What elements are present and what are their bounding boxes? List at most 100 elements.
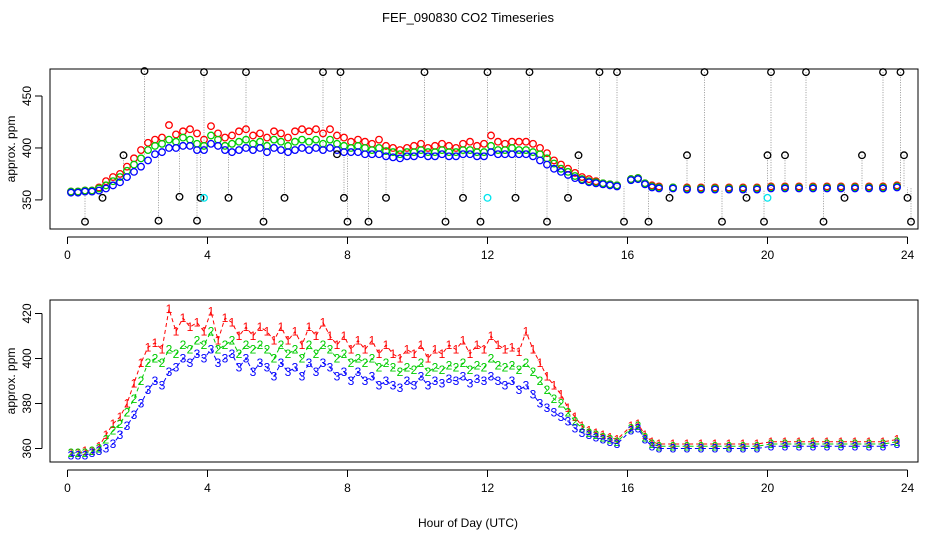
x-tick-label: 12 — [481, 248, 495, 262]
data-point — [739, 185, 747, 194]
data-marker: 3 — [138, 397, 145, 411]
data-marker: 1 — [194, 316, 201, 330]
data-point — [452, 144, 460, 152]
data-marker: 3 — [565, 415, 572, 429]
data-marker: 1 — [124, 397, 131, 411]
data-point — [179, 141, 187, 150]
data-marker: 2 — [173, 347, 180, 361]
data-marker: 3 — [320, 356, 327, 370]
data-point — [95, 186, 103, 195]
data-marker: 2 — [376, 361, 383, 375]
data-marker: 3 — [89, 446, 96, 460]
data-marker: 3 — [656, 442, 663, 456]
data-marker: 1 — [187, 320, 194, 334]
data-marker: 2 — [824, 437, 831, 451]
data-point — [445, 152, 453, 161]
figure-title: FEF_090830 CO2 Timeseries — [382, 10, 554, 25]
data-marker: 1 — [495, 338, 502, 352]
data-marker: 1 — [537, 356, 544, 370]
data-marker: 3 — [649, 439, 656, 453]
data-point — [424, 152, 432, 161]
data-marker: 2 — [635, 419, 642, 433]
data-marker: 1 — [782, 435, 789, 449]
data-point — [305, 146, 313, 154]
data-marker: 1 — [138, 356, 145, 370]
data-point — [137, 162, 145, 171]
data-point — [410, 148, 418, 157]
data-marker: 2 — [586, 426, 593, 440]
data-marker: 2 — [131, 392, 138, 406]
data-marker: 1 — [397, 352, 404, 366]
data-marker: 2 — [537, 374, 544, 388]
data-point — [319, 68, 327, 77]
data-point — [277, 137, 285, 146]
data-marker: 1 — [82, 444, 89, 458]
data-marker: 2 — [467, 363, 474, 377]
data-point — [480, 152, 488, 161]
data-marker: 3 — [579, 426, 586, 440]
data-marker: 3 — [271, 370, 278, 384]
data-marker: 2 — [369, 352, 376, 366]
data-point — [851, 184, 859, 193]
data-marker: 1 — [726, 437, 733, 451]
data-point — [98, 193, 107, 202]
data-marker: 3 — [796, 439, 803, 453]
data-marker: 2 — [474, 358, 481, 372]
data-marker: 2 — [145, 356, 152, 370]
data-marker: 3 — [75, 448, 82, 462]
data-marker: 3 — [390, 379, 397, 393]
data-point — [879, 184, 887, 193]
data-point — [557, 167, 565, 176]
data-point — [438, 150, 446, 159]
data-marker: 2 — [327, 343, 334, 357]
data-marker: 3 — [257, 356, 264, 370]
data-marker: 3 — [726, 442, 733, 456]
data-marker: 2 — [96, 442, 103, 456]
data-point — [343, 217, 352, 226]
data-point — [494, 150, 502, 159]
data-marker: 3 — [642, 433, 649, 447]
data-marker: 2 — [523, 356, 530, 370]
data-point — [312, 135, 320, 144]
data-marker: 2 — [257, 338, 264, 352]
data-marker: 2 — [838, 437, 845, 451]
data-point — [896, 68, 905, 77]
data-marker: 3 — [488, 370, 495, 384]
data-marker: 1 — [278, 320, 285, 334]
data-point — [522, 150, 530, 159]
data-marker: 3 — [712, 442, 719, 456]
data-point — [196, 193, 205, 202]
data-marker: 2 — [313, 347, 320, 361]
data-marker: 3 — [124, 419, 131, 433]
data-point — [515, 137, 523, 146]
data-point — [200, 193, 208, 202]
data-point — [354, 148, 362, 157]
data-marker: 1 — [880, 435, 887, 449]
data-point — [767, 184, 775, 193]
data-marker: 2 — [726, 439, 733, 453]
data-point — [487, 148, 495, 157]
data-point — [193, 216, 201, 225]
data-point — [326, 135, 334, 144]
data-marker: 3 — [355, 365, 362, 379]
data-point — [116, 169, 124, 178]
data-marker: 1 — [222, 311, 229, 325]
data-marker: 2 — [698, 439, 705, 453]
data-marker: 1 — [432, 343, 439, 357]
data-point — [277, 129, 285, 138]
data-marker: 3 — [341, 365, 348, 379]
data-marker: 1 — [516, 345, 523, 359]
x-tick-label: 16 — [621, 481, 635, 495]
data-marker: 1 — [341, 329, 348, 343]
data-marker: 3 — [299, 370, 306, 384]
data-marker: 2 — [110, 424, 117, 438]
data-point — [144, 146, 152, 154]
data-point — [452, 148, 460, 157]
data-point — [578, 176, 586, 185]
data-marker: 2 — [656, 439, 663, 453]
data-marker: 1 — [607, 430, 614, 444]
data-point — [543, 217, 551, 226]
data-marker: 2 — [243, 338, 250, 352]
y-tick-label: 350 — [20, 190, 34, 210]
